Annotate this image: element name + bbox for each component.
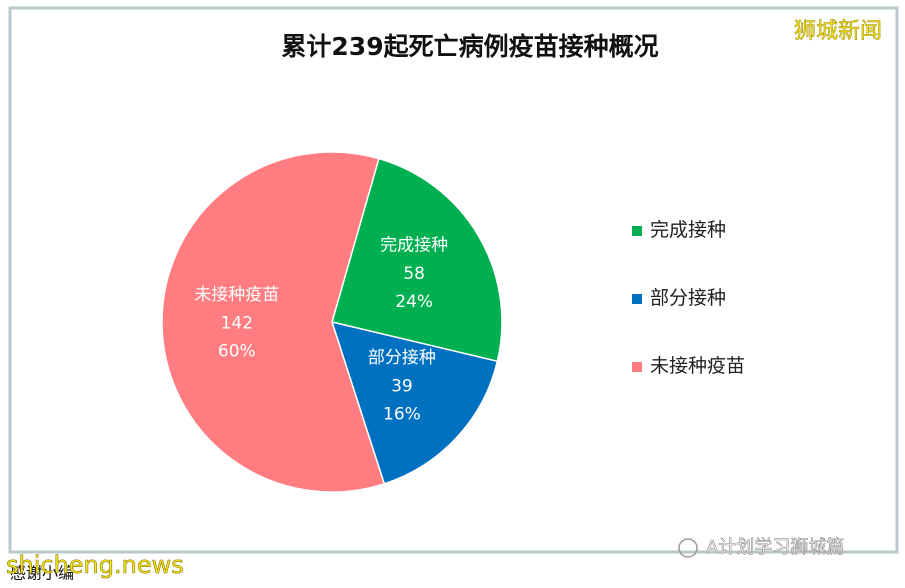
pie-slice [331,157,503,363]
legend-label: 未接种疫苗 [650,355,745,377]
legend-label: 完成接种 [650,219,726,241]
pie-slice [161,151,386,493]
slice-category-label: 部分接种 [368,348,436,368]
wechat-icon [678,538,698,558]
legend-swatch [632,294,642,304]
slice-value-label: 142 [221,314,253,334]
slice-category-label: 未接种疫苗 [194,285,279,305]
watermark: 狮城新闻 [794,19,882,44]
caption: 感谢小编 [10,564,74,583]
watermark: shicheng.news [6,551,184,579]
pie-slice [330,320,499,485]
chart-title: 累计239起死亡病例疫苗接种概况 [281,32,658,61]
slice-value-label: 58 [403,264,425,284]
slice-percent-label: 24% [395,292,433,312]
legend-label: 部分接种 [650,287,726,309]
legend-swatch [632,362,642,372]
slice-category-label: 完成接种 [380,235,448,255]
legend-swatch [632,226,642,236]
slice-percent-label: 16% [383,405,421,425]
slice-value-label: 39 [391,377,413,397]
slice-percent-label: 60% [218,342,256,362]
watermark: A计划学习狮城篇 [706,537,844,558]
